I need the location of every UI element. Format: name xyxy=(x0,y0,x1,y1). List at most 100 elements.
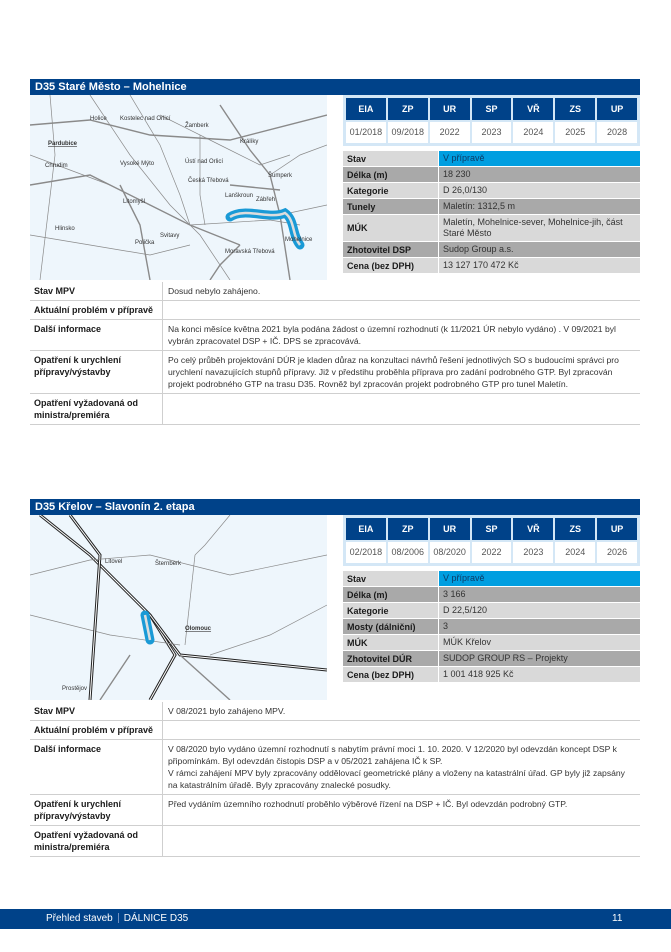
map-road xyxy=(209,604,327,656)
info-row: MÚK MÚK Křelov xyxy=(343,635,640,651)
info-row: Stav V přípravě xyxy=(343,571,640,587)
info-value: 1 001 418 925 Kč xyxy=(439,667,640,682)
info-row: Tunely Maletín: 1312,5 m xyxy=(343,199,640,215)
details-label: Aktuální problém v přípravě xyxy=(30,721,163,739)
map-label: Litovel xyxy=(105,559,122,565)
details-table: Stav MPV Dosud nebylo zahájeno. Aktuální p… xyxy=(30,282,640,425)
map-canvas: Litovel Šternberk Olomouc Prostějov xyxy=(30,515,327,700)
project-d35-krelov-slavonin: D35 Křelov – Slavonín 2. etapa Litovel Šte… xyxy=(30,499,640,857)
map-road xyxy=(30,154,111,186)
map-label: Mohelnice xyxy=(285,237,313,243)
info-label: Délka (m) xyxy=(343,167,439,182)
milestone-value: 01/2018 xyxy=(346,122,386,143)
details-row: Opatření k urychlení přípravy/výstavby Př… xyxy=(30,795,640,826)
info-label: Cena (bez DPH) xyxy=(343,258,439,273)
info-row: Délka (m) 18 230 xyxy=(343,167,640,183)
info-row: Cena (bez DPH) 13 127 170 472 Kč xyxy=(343,258,640,274)
info-value: V přípravě xyxy=(439,571,640,586)
details-value: Před vydáním územního rozhodnutí proběhl… xyxy=(168,799,568,809)
info-row: Cena (bez DPH) 1 001 418 925 Kč xyxy=(343,667,640,683)
info-value: SUDOP GROUP RS – Projekty xyxy=(439,651,640,666)
milestone-header: VŘ xyxy=(513,98,554,120)
project-map: Holice Kostelec nad Orlicí Žamberk Králíky P… xyxy=(30,95,327,280)
map-label: Šumperk xyxy=(268,172,293,179)
details-value: Na konci měsíce května 2021 byla podána … xyxy=(168,324,616,346)
info-label: MÚK xyxy=(343,215,439,241)
info-label: MÚK xyxy=(343,635,439,650)
details-value xyxy=(163,826,640,856)
milestone-value: 2025 xyxy=(555,122,596,143)
milestone-header: ZS xyxy=(555,98,596,120)
map-road xyxy=(39,95,56,280)
map-road-centerline xyxy=(69,515,101,700)
milestone-value: 2024 xyxy=(513,122,554,143)
map-canvas: Holice Kostelec nad Orlicí Žamberk Králíky P… xyxy=(30,95,327,280)
highlighted-route-centerline xyxy=(143,614,152,641)
map-road xyxy=(189,219,301,226)
milestone-header: UP xyxy=(597,98,637,120)
info-row: Kategorie D 22,5/120 xyxy=(343,603,640,619)
page-number: 11 xyxy=(612,913,623,924)
map-label: Králíky xyxy=(240,139,258,145)
map-label: Zábřeh xyxy=(256,197,275,203)
details-row: Stav MPV V 08/2021 bylo zahájeno MPV. xyxy=(30,702,640,721)
info-value: MÚK Křelov xyxy=(439,635,640,650)
details-row: Další informace V 08/2020 bylo vydáno úze… xyxy=(30,740,640,795)
details-row: Aktuální problém v přípravě xyxy=(30,721,640,740)
details-row: Opatření k urychlení přípravy/výstavby Po… xyxy=(30,351,640,394)
map-road xyxy=(194,515,231,556)
map-road xyxy=(30,554,327,576)
info-label: Kategorie xyxy=(343,183,439,198)
details-value xyxy=(163,301,640,319)
info-value: D 22,5/120 xyxy=(439,603,640,618)
details-row: Opatření vyžadovaná od ministra/premiéra xyxy=(30,394,640,425)
info-row: Kategorie D 26,0/130 xyxy=(343,183,640,199)
info-row: MÚK Maletín, Mohelnice-sever, Mohelnice-j… xyxy=(343,215,640,242)
map-road xyxy=(209,244,241,280)
page-footer: Přehled staveb DÁLNICE D35 11 xyxy=(0,909,671,929)
footer-chapter: DÁLNICE D35 xyxy=(123,913,189,924)
footer-section: Přehled staveb xyxy=(46,913,113,924)
details-label: Opatření vyžadovaná od ministra/premiéra xyxy=(30,826,163,856)
milestone-header: SP xyxy=(471,518,512,540)
details-row: Další informace Na konci měsíce května 20… xyxy=(30,320,640,351)
info-row: Zhotovitel DÚR SUDOP GROUP RS – Projekty xyxy=(343,651,640,667)
footer-divider xyxy=(117,913,119,924)
milestone-value: 09/2018 xyxy=(387,122,428,143)
map-label: Hlinsko xyxy=(55,226,75,232)
map-road xyxy=(129,95,191,226)
details-value xyxy=(163,394,640,424)
project-title: D35 Staré Město – Mohelnice xyxy=(30,79,640,95)
milestone-value: 2024 xyxy=(555,542,596,563)
milestones-table: EIA ZP UR SP VŘ ZS UP 01/2018 09/2018 2022 2023 202… xyxy=(343,95,640,146)
details-value: Dosud nebylo zahájeno. xyxy=(168,286,261,296)
map-label: Svitavy xyxy=(160,233,179,239)
map-road xyxy=(30,174,241,246)
map-road xyxy=(184,554,196,646)
map-road xyxy=(30,114,327,141)
milestone-header: UR xyxy=(429,98,470,120)
milestone-value: 2022 xyxy=(471,542,512,563)
map-label: Chrudim xyxy=(45,163,68,169)
info-label: Stav xyxy=(343,151,439,166)
highlighted-route-centerline xyxy=(229,211,302,246)
info-value: 3 xyxy=(439,619,640,634)
info-row: Délka (m) 3 166 xyxy=(343,587,640,603)
info-value: D 26,0/130 xyxy=(439,183,640,198)
map-label: Prostějov xyxy=(62,686,87,692)
milestone-header: EIA xyxy=(346,98,386,120)
project-d35-stare-mesto-mohelnice: D35 Staré Město – Mohelnice Holice Kostele… xyxy=(30,79,640,425)
milestone-value: 02/2018 xyxy=(346,542,386,563)
project-title: D35 Křelov – Slavonín 2. etapa xyxy=(30,499,640,515)
info-label: Stav xyxy=(343,571,439,586)
details-label: Stav MPV xyxy=(30,282,163,300)
info-label: Kategorie xyxy=(343,603,439,618)
details-value xyxy=(163,721,640,739)
info-label: Cena (bez DPH) xyxy=(343,667,439,682)
details-label: Opatření vyžadovaná od ministra/premiéra xyxy=(30,394,163,424)
info-row: Zhotovitel DSP Sudop Group a.s. xyxy=(343,242,640,258)
map-label: Pardubice xyxy=(48,141,78,147)
milestone-value: 2026 xyxy=(597,542,637,563)
map-label: Litomyšl xyxy=(123,199,145,205)
map-road xyxy=(148,614,327,672)
